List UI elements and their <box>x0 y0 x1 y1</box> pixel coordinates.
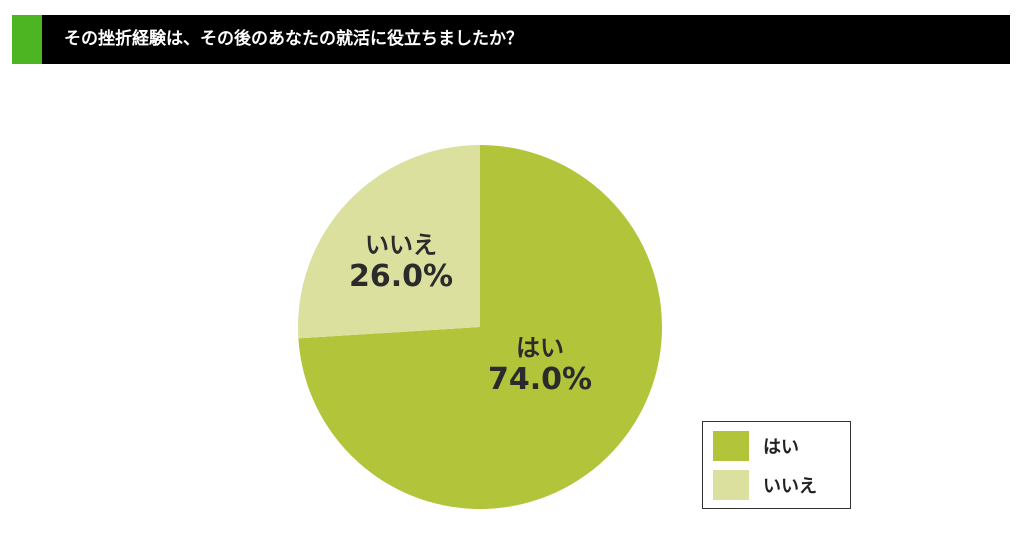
legend-item-yes: はい <box>713 431 799 461</box>
slice-label-0: はい <box>516 334 564 362</box>
slice-value-0: 74.0% <box>488 362 592 397</box>
legend-label-yes: はい <box>763 437 799 458</box>
legend-label-no: いいえ <box>763 476 817 497</box>
chart-title: その挫折経験は、その後のあなたの就活に役立ちましたか？ <box>64 29 523 49</box>
slice-value-1: 26.0% <box>349 259 453 294</box>
legend-swatch-no <box>713 470 749 500</box>
pie-slice-0 <box>298 145 662 509</box>
legend-item-no: いいえ <box>713 470 817 500</box>
title-bar: その挫折経験は、その後のあなたの就活に役立ちましたか？ <box>12 15 1010 64</box>
slice-label-1: いいえ <box>365 231 437 259</box>
title-accent-bar <box>12 15 42 64</box>
legend-swatch-yes <box>713 431 749 461</box>
chart-legend: はい いいえ <box>702 421 851 509</box>
pie-slice-1 <box>297 145 480 339</box>
